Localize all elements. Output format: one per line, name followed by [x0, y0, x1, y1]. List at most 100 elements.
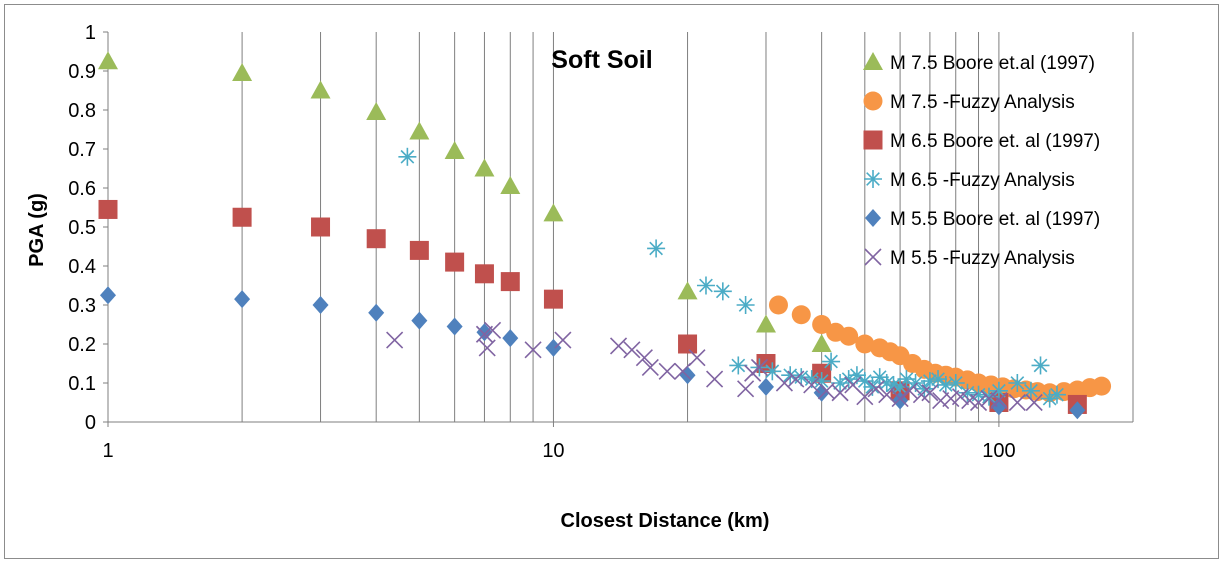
legend-label: M 7.5 -Fuzzy Analysis: [890, 92, 1075, 113]
data-point: [713, 282, 732, 301]
data-point: [900, 382, 919, 400]
data-point: [677, 281, 698, 300]
data-point: [476, 323, 493, 342]
data-point: [409, 121, 430, 140]
legend-entry: M 6.5 -Fuzzy Analysis: [864, 170, 1075, 191]
data-point: [386, 331, 404, 349]
data-series: [98, 51, 1112, 420]
series-6: [386, 321, 1043, 412]
data-point: [989, 381, 1008, 400]
data-point: [812, 315, 832, 334]
y-tick-label: 0.6: [68, 178, 96, 200]
data-point: [398, 147, 417, 166]
data-point: [891, 390, 909, 408]
x-tick-label: 1: [102, 440, 113, 462]
data-point: [906, 374, 925, 392]
legend-marker: [864, 170, 882, 188]
data-point: [855, 334, 875, 354]
y-tick-label: 0.7: [68, 139, 96, 161]
data-point: [696, 276, 715, 295]
data-point: [929, 370, 948, 389]
x-tick-label: 100: [982, 440, 1015, 462]
data-point: [623, 341, 641, 359]
legend-label: M 6.5 -Fuzzy Analysis: [890, 170, 1075, 191]
series-5: [100, 286, 1086, 420]
y-tick-label: 0.1: [68, 373, 96, 395]
legend-entry: M 5.5 Boore et. al (1997): [865, 209, 1100, 230]
data-point: [409, 240, 429, 260]
data-point: [368, 303, 385, 322]
legend: M 7.5 Boore et.al (1997) M 7.5 -Fuzzy Ana…: [863, 52, 1100, 269]
y-tick-label: 0.4: [68, 256, 96, 278]
data-point: [969, 393, 988, 412]
data-point: [474, 158, 495, 177]
data-point: [445, 252, 465, 272]
legend-label: M 5.5 -Fuzzy Analysis: [890, 248, 1075, 269]
data-point: [932, 391, 950, 410]
data-point: [791, 305, 811, 325]
data-point: [543, 203, 564, 222]
legend-entry: M 6.5 Boore et. al (1997): [863, 130, 1100, 152]
data-point: [502, 329, 519, 348]
data-point: [484, 321, 502, 339]
data-point: [755, 314, 776, 333]
data-point: [98, 51, 118, 70]
legend-marker: [863, 52, 883, 70]
data-point: [444, 140, 465, 159]
data-point: [500, 272, 520, 292]
data-point: [813, 383, 830, 402]
data-point: [543, 289, 563, 309]
data-point: [554, 331, 572, 349]
x-axis-label: Closest Distance (km): [561, 510, 770, 532]
data-point: [446, 317, 463, 336]
data-point: [990, 397, 1007, 416]
data-point: [500, 176, 521, 195]
data-point: [688, 349, 706, 367]
data-point: [736, 296, 755, 314]
data-point: [312, 296, 329, 314]
data-point: [609, 337, 628, 355]
data-point: [990, 391, 1008, 410]
y-tick-label: 0.3: [68, 295, 96, 317]
data-point: [706, 370, 724, 388]
data-point: [545, 338, 562, 357]
data-point: [647, 239, 666, 258]
data-point: [658, 362, 676, 380]
data-point: [474, 264, 494, 284]
legend-label: M 5.5 Boore et. al (1997): [890, 209, 1100, 230]
data-point: [1092, 376, 1112, 396]
data-point: [867, 380, 885, 398]
data-point: [980, 390, 998, 408]
data-point: [729, 356, 748, 375]
y-tick-label: 0.5: [68, 217, 96, 239]
legend-marker: [864, 248, 882, 266]
data-point: [232, 207, 252, 227]
y-tick-label: 0.2: [68, 334, 96, 356]
y-tick-label: 1: [85, 22, 96, 44]
data-point: [232, 62, 253, 81]
data-point: [822, 352, 841, 371]
data-point: [958, 383, 977, 402]
data-point: [100, 286, 116, 305]
x-tick-label: 10: [542, 440, 564, 462]
data-point: [674, 362, 692, 380]
data-point: [921, 384, 939, 402]
data-point: [311, 217, 331, 237]
legend-marker: [863, 91, 883, 111]
data-point: [635, 349, 653, 367]
legend-label: M 6.5 Boore et. al (1997): [890, 131, 1100, 152]
data-point: [411, 311, 428, 330]
data-point: [1040, 389, 1059, 408]
data-point: [524, 341, 542, 359]
legend-marker: [865, 209, 881, 227]
data-point: [831, 384, 849, 402]
chart-frame: 0 0.1 0.2 0.3 0.4 0.5 0.6 0.7 0.8 0.9 1 1 10 100 Soft…: [4, 4, 1219, 559]
legend-label: M 7.5 Boore et.al (1997): [890, 53, 1095, 74]
scatter-chart: 0 0.1 0.2 0.3 0.4 0.5 0.6 0.7 0.8 0.9 1 1 10 100 Soft…: [26, 22, 1134, 532]
y-axis-label: PGA (g): [26, 193, 48, 267]
data-point: [1047, 385, 1066, 404]
data-point: [366, 229, 386, 249]
data-point: [775, 374, 793, 392]
y-tick-label: 0: [85, 412, 96, 434]
legend-entry: M 7.5 Boore et.al (1997): [863, 52, 1095, 74]
